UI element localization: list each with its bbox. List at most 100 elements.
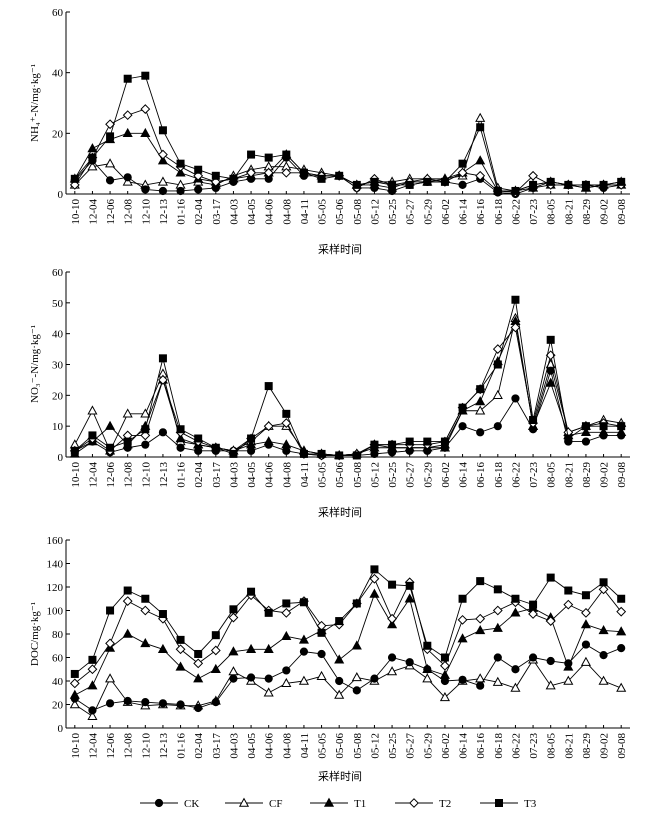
x-tick-label: 06-22 [510,462,522,488]
x-tick-label: 06-02 [440,199,452,225]
data-point-cf [69,699,80,709]
x-tick-label: 06-18 [493,462,505,488]
data-point-t1 [616,626,627,636]
x-tick-label: 12-04 [87,462,99,488]
series-line-t3 [74,299,622,456]
data-point-ck [105,176,115,185]
data-point-t3 [264,608,273,617]
legend-item-t2: T2 [395,798,451,810]
x-tick-label: 03-17 [211,733,223,759]
data-point-t1 [563,661,574,671]
data-point-t3 [141,594,150,603]
data-point-cf [492,389,503,400]
legend-label: CK [184,798,199,810]
data-point-t1 [140,637,151,648]
series-t3 [70,565,626,678]
data-point-t1 [157,643,168,653]
x-tick-label: 06-16 [475,462,487,488]
data-point-cf [298,675,309,685]
data-point-cf [616,682,627,692]
data-point-t3 [388,580,397,589]
data-point-cf [492,676,503,686]
data-point-ck [599,651,608,660]
x-tick-label: 05-25 [387,733,399,759]
x-tick-label: 04-08 [281,462,293,488]
x-tick-label: 12-06 [105,733,117,759]
x-tick-label: 08-21 [563,462,575,488]
data-point-t3 [158,354,167,363]
doc-chart-panel: 0 20 40 60 80 100 120 140 160 10-10 12-04 12-06 12-0… [29,535,630,783]
data-point-t2 [510,322,521,333]
series-t3 [70,295,626,460]
data-point-ck [458,422,467,431]
y-tick-label: 60 [52,267,64,279]
data-point-t2 [475,170,486,181]
data-point-cf [122,408,133,418]
data-point-t3 [247,150,256,159]
data-point-t3 [352,599,361,608]
data-point-t3 [493,585,502,594]
x-tick-label: 04-05 [246,462,258,488]
x-tick-label: 05-08 [352,733,364,759]
data-point-t2 [263,167,274,178]
data-point-ck [194,185,203,194]
x-tick-label: 06-02 [440,462,452,488]
data-point-t2 [105,638,115,649]
data-point-t1 [69,689,80,699]
data-point-cf [228,666,239,676]
data-point-t2 [140,605,151,616]
data-point-t3 [247,587,256,596]
data-point-t1 [475,396,486,406]
data-point-t3 [599,578,608,587]
data-point-t3 [476,385,485,394]
data-point-t2 [440,660,450,671]
data-point-ck [141,440,150,449]
x-tick-label: 06-22 [510,733,522,759]
x-tick-label: 05-12 [369,462,381,488]
data-point-t3 [511,186,520,195]
y-tick-label: 20 [52,390,64,402]
data-point-t1 [105,420,116,430]
data-point-t3 [106,443,115,452]
x-tick-label: 12-10 [140,199,152,225]
data-point-cf [510,682,521,692]
data-point-t2 [105,119,115,130]
x-tick-label: 05-08 [352,462,364,488]
data-point-t3 [617,594,626,603]
data-point-ck [141,698,150,707]
data-point-ck [581,640,591,649]
data-point-t2 [87,664,98,675]
data-point-t3 [617,422,626,431]
x-tick-label: 01-16 [176,199,188,225]
data-point-t2 [210,645,221,656]
y-tick-label: 80 [52,629,64,641]
data-point-t3 [529,416,538,424]
data-point-t3 [158,610,167,619]
series-line-t2 [74,326,622,456]
data-point-t3 [370,177,379,186]
data-point-t1 [246,643,257,653]
data-point-t1 [281,439,292,449]
series-line-t3 [74,75,622,192]
x-tick-label: 05-29 [422,462,434,488]
data-point-t1 [193,673,204,683]
data-point-t3 [529,600,538,609]
y-tick-label: 40 [52,68,64,80]
data-point-t3 [564,180,573,189]
data-point-t3 [423,437,432,446]
data-point-t2 [492,344,503,354]
x-tick-label: 08-29 [581,462,593,488]
data-point-t2 [281,607,292,618]
data-point-t1 [122,127,133,138]
x-tick-label: 05-25 [387,462,399,488]
series-line-ck [74,156,622,195]
x-tick-label: 12-08 [123,462,135,488]
data-point-cf [475,405,486,415]
data-point-t3 [405,180,414,189]
data-point-t3 [581,591,590,600]
data-point-t3 [423,641,432,650]
data-point-t3 [370,565,379,574]
data-point-ck [352,686,361,695]
data-point-cf [598,675,609,685]
x-tick-label: 04-06 [264,199,276,225]
